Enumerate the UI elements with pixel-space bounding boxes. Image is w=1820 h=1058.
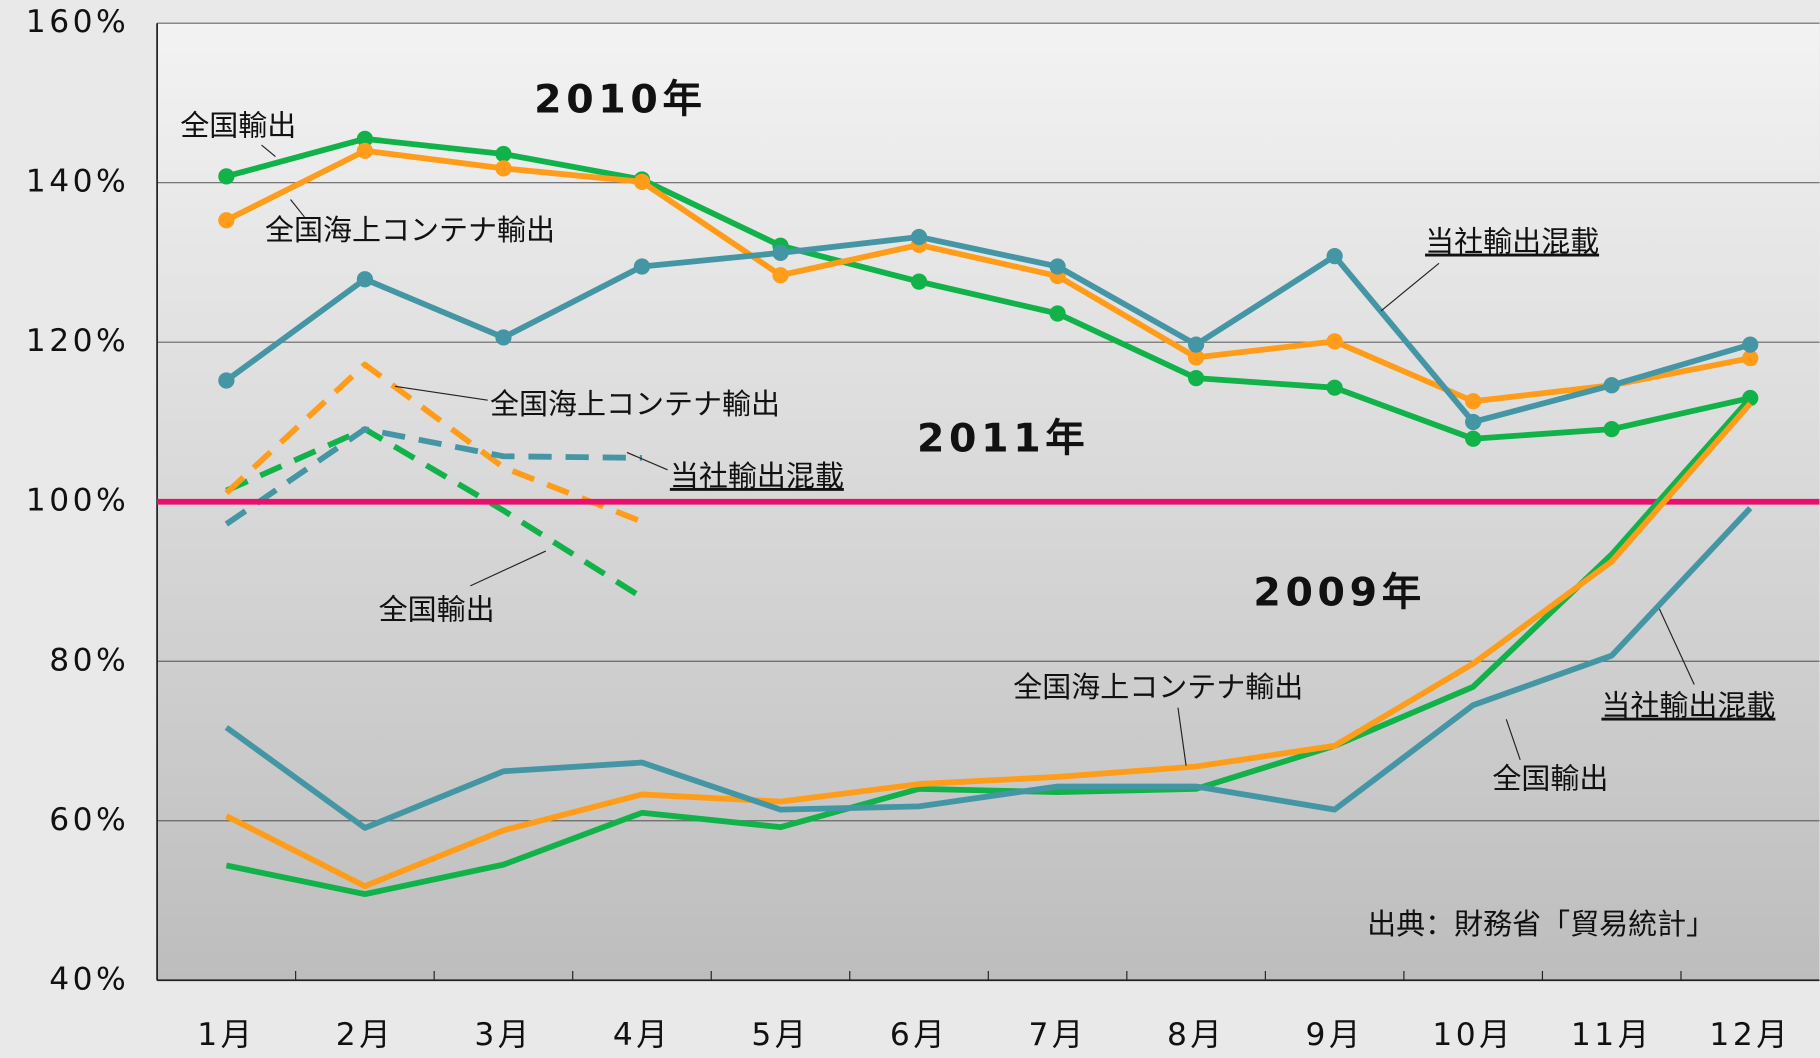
marker	[1326, 333, 1343, 350]
marker	[1326, 379, 1343, 396]
marker	[218, 168, 235, 185]
annotation: 2009年	[1253, 570, 1425, 616]
marker	[356, 130, 374, 147]
annotation: 出典：財務省「貿易統計」	[1367, 907, 1715, 941]
marker	[218, 372, 235, 389]
legend-label: 全国輸出	[1492, 762, 1608, 796]
x-tick-label: 8月	[1167, 1017, 1225, 1053]
y-tick-label: 80%	[49, 642, 129, 678]
x-tick-label: 3月	[474, 1017, 532, 1053]
marker	[1465, 393, 1482, 410]
leader-line	[470, 550, 546, 587]
x-tick-label: 12月	[1709, 1017, 1791, 1053]
marker	[495, 145, 512, 163]
leader-line	[394, 385, 488, 401]
marker	[1465, 430, 1482, 447]
marker	[1603, 421, 1620, 438]
annotation: 2011年	[917, 415, 1089, 461]
marker	[495, 329, 512, 346]
x-tick-label: 5月	[751, 1017, 809, 1053]
marker	[910, 273, 928, 290]
marker	[1049, 305, 1066, 322]
legend-label: 全国輸出	[379, 592, 495, 626]
marker	[1187, 336, 1205, 353]
series-line	[225, 401, 1753, 890]
marker	[633, 258, 651, 275]
legend-label: 全国海上コンテナ輸出	[1013, 670, 1303, 704]
legend-label: 全国輸出	[180, 109, 296, 143]
series-line	[224, 506, 1753, 831]
marker	[772, 267, 789, 284]
marker	[1603, 377, 1620, 394]
marker	[633, 173, 651, 191]
y-tick-label: 100%	[26, 483, 129, 519]
marker	[772, 244, 789, 262]
x-tick-label: 10月	[1432, 1017, 1514, 1053]
series-line	[225, 135, 1751, 442]
marker	[910, 228, 928, 246]
marker	[1742, 336, 1759, 353]
marker	[1326, 247, 1343, 265]
leader-line	[1380, 262, 1440, 312]
series-line	[225, 426, 644, 600]
marker	[1187, 349, 1205, 366]
series-line	[225, 147, 1751, 405]
y-tick-label: 160%	[26, 4, 129, 40]
series-line	[225, 396, 1753, 898]
leader-line	[1658, 608, 1695, 685]
legend-label: 当社輸出混載	[1601, 689, 1775, 723]
x-tick-label: 4月	[613, 1017, 671, 1053]
marker	[1187, 369, 1205, 387]
legend-label: 全国海上コンテナ輸出	[265, 213, 555, 247]
leader-line	[1505, 719, 1521, 761]
marker	[356, 271, 374, 288]
x-tick-label: 11月	[1571, 1017, 1653, 1053]
legend-label: 全国海上コンテナ輸出	[490, 387, 780, 421]
y-tick-label: 40%	[49, 961, 129, 997]
marker	[1465, 413, 1482, 431]
leader-line	[261, 144, 276, 158]
x-tick-label: 1月	[197, 1017, 255, 1053]
x-tick-label: 6月	[890, 1017, 948, 1053]
annotation: 2010年	[534, 77, 706, 123]
series-line	[224, 361, 644, 525]
x-tick-label: 7月	[1028, 1017, 1086, 1053]
marker	[218, 212, 235, 229]
y-tick-label: 60%	[49, 802, 129, 838]
x-tick-label: 2月	[336, 1017, 394, 1053]
leader-line	[1177, 707, 1187, 766]
y-tick-label: 140%	[26, 164, 129, 200]
x-tick-label: 9月	[1306, 1017, 1364, 1053]
legend-label: 当社輸出混載	[1425, 225, 1599, 259]
marker	[1049, 258, 1066, 275]
marker	[356, 142, 374, 159]
leader-line	[626, 451, 668, 471]
series-line	[224, 234, 1752, 425]
marker	[495, 160, 512, 177]
legend-label: 当社輸出混載	[670, 459, 844, 493]
marker	[1742, 350, 1759, 367]
y-tick-label: 120%	[26, 323, 129, 359]
leader-line	[290, 199, 305, 218]
series-line	[224, 426, 643, 527]
